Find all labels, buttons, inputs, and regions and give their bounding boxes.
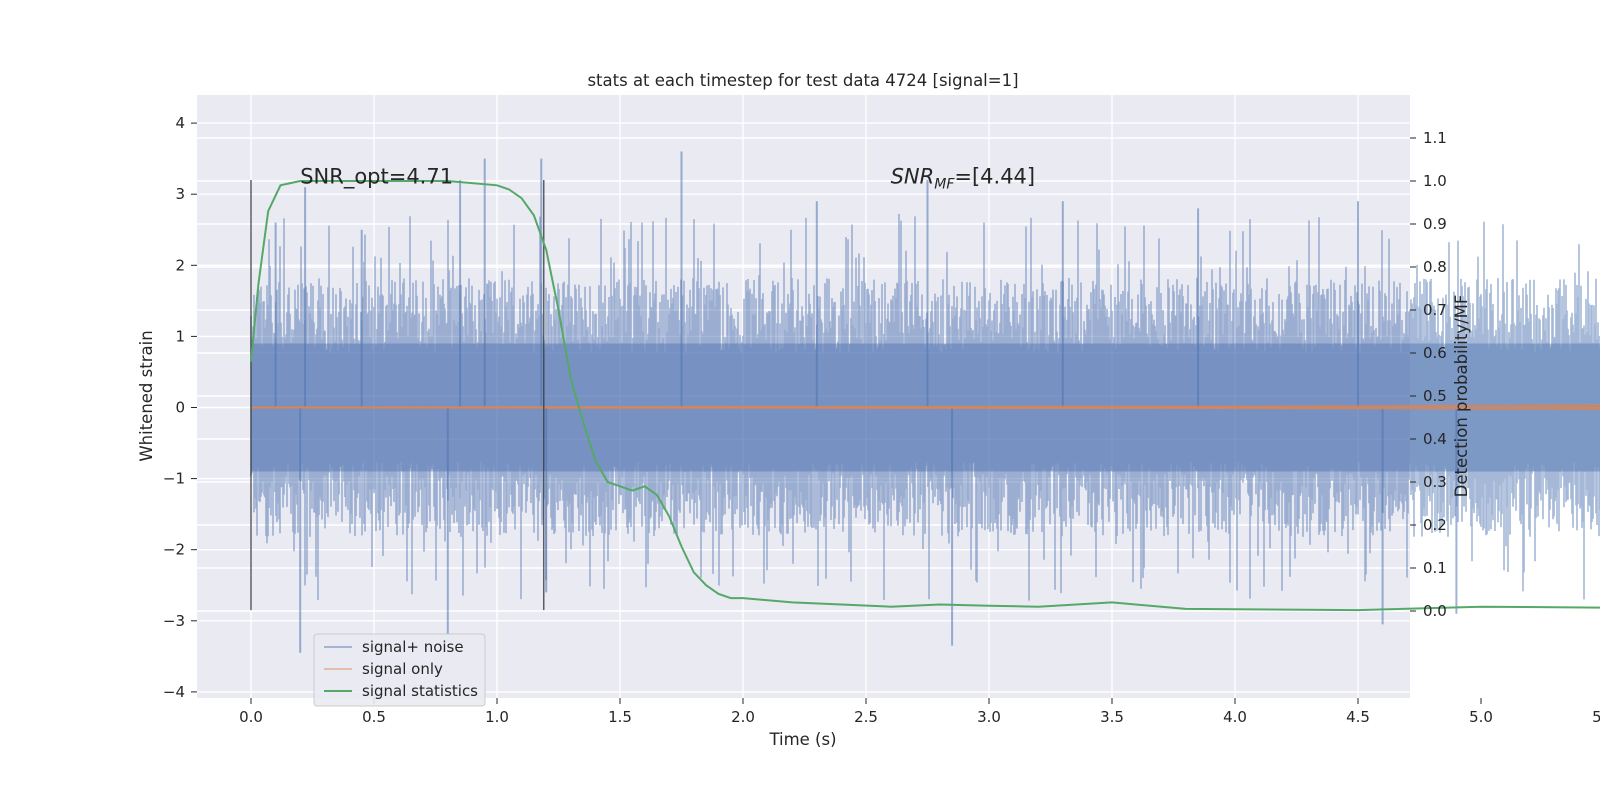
y-right-tick-label: 0.4: [1423, 430, 1447, 448]
y-right-tick-label: 0.8: [1423, 258, 1447, 276]
legend: signal+ noise signal only signal statistic…: [313, 633, 486, 707]
x-tick-label: 0.0: [239, 708, 263, 726]
annotation: SNR_opt=4.71: [300, 165, 453, 190]
legend-box: [313, 633, 486, 707]
y-tick-label: 1: [175, 327, 185, 345]
y-tick-label: −2: [163, 541, 185, 559]
y-axis-right-ticks: 0.0 0.1 0.2 0.3 0.4 0.5 0.6 0.7 0.8 0.9 1.0 1.1: [1410, 129, 1447, 620]
y-tick-label: 0: [175, 399, 185, 417]
y-right-tick-label: 1.1: [1423, 129, 1447, 147]
vertical-markers: [250, 179, 545, 611]
x-tick-label: 1.0: [485, 708, 509, 726]
y-right-tick-label: 0.0: [1423, 602, 1447, 620]
legend-label: signal only: [362, 660, 443, 678]
x-tick-label: 1.5: [608, 708, 632, 726]
y-tick-label: −3: [163, 612, 185, 630]
y-tick-label: −4: [163, 683, 185, 701]
x-tick-label: 5.5: [1592, 708, 1600, 726]
y-axis-label: Whitened strain: [137, 330, 156, 461]
y-right-tick-label: 0.6: [1423, 344, 1447, 362]
y-axis-ticks: −4 −3 −2 −1 0 1 2 3 4: [163, 114, 197, 701]
x-axis-label: Time (s): [768, 730, 836, 749]
y-tick-label: −1: [163, 470, 185, 488]
y-right-tick-label: 0.3: [1423, 473, 1447, 491]
y-right-tick-label: 0.1: [1423, 559, 1447, 577]
x-tick-label: 3.0: [977, 708, 1001, 726]
x-tick-label: 0.5: [362, 708, 386, 726]
legend-label: signal+ noise: [362, 638, 464, 656]
x-tick-label: 5.0: [1469, 708, 1493, 726]
y-right-tick-label: 0.2: [1423, 516, 1447, 534]
statistics-line: [250, 180, 1600, 612]
legend-label: signal statistics: [362, 682, 478, 700]
y-tick-label: 2: [175, 256, 185, 274]
y-right-tick-label: 0.7: [1423, 301, 1447, 319]
annotation: SNRMF=[4.44]: [891, 165, 1036, 193]
signal-statistics-series: [250, 180, 1600, 612]
y-right-tick-label: 0.5: [1423, 387, 1447, 405]
y-right-tick-label: 1.0: [1423, 172, 1447, 190]
y-axis-right-label: Detection probability/MF: [1452, 295, 1471, 498]
x-tick-label: 2.5: [854, 708, 878, 726]
y-right-tick-label: 0.9: [1423, 215, 1447, 233]
signal-only-series: [250, 404, 1600, 411]
x-axis-ticks: 0.00.51.01.52.02.53.03.54.04.55.05.56.06…: [239, 698, 1600, 726]
x-tick-label: 3.5: [1100, 708, 1124, 726]
y-tick-label: 4: [175, 114, 185, 132]
chart-title: stats at each timestep for test data 472…: [587, 71, 1018, 90]
x-tick-label: 2.0: [731, 708, 755, 726]
y-tick-label: 3: [175, 185, 185, 203]
x-tick-label: 4.5: [1346, 708, 1370, 726]
x-tick-label: 4.0: [1223, 708, 1247, 726]
